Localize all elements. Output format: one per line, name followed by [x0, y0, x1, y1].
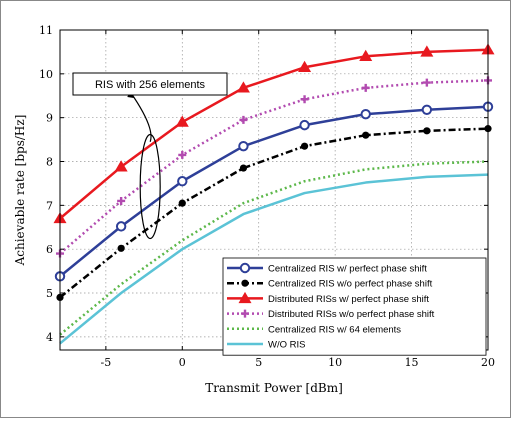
data-point — [177, 176, 188, 187]
annotation-box — [72, 72, 228, 96]
data-point — [238, 140, 249, 152]
legend-marker — [241, 309, 249, 318]
annotation-text: RIS with 256 elements — [95, 79, 206, 91]
y-tick-label: 6 — [46, 243, 53, 256]
data-point — [175, 115, 189, 127]
x-tick-label: 0 — [179, 356, 186, 369]
data-point — [115, 221, 127, 232]
x-tick-label: 15 — [405, 356, 419, 369]
legend-marker — [239, 262, 251, 274]
annotation-arrow — [129, 91, 152, 142]
y-tick-label: 8 — [46, 156, 53, 169]
data-point — [117, 244, 125, 252]
data-point — [114, 160, 128, 172]
legend-box — [222, 257, 487, 356]
data-point — [361, 83, 370, 92]
data-point — [300, 142, 309, 150]
data-point — [299, 119, 310, 131]
y-axis-label: Achievable rate [bps/Hz] — [13, 115, 27, 267]
data-point — [178, 199, 186, 207]
x-tick-label: 20 — [481, 356, 495, 369]
series-line — [59, 105, 489, 278]
series-line — [59, 160, 489, 336]
series-line — [59, 79, 489, 255]
legend-label: Centralized RIS w/o perfect phase shift — [268, 279, 433, 290]
data-point — [178, 150, 187, 159]
legend-marker — [238, 291, 252, 304]
data-point — [360, 108, 371, 120]
data-point — [117, 196, 126, 205]
legend: Centralized RIS w/ perfect phase shift Ce… — [222, 257, 487, 356]
annotation-ellipse — [139, 133, 161, 240]
data-point — [421, 104, 433, 115]
data-point — [239, 164, 248, 172]
series-line — [59, 173, 489, 345]
x-tick-label: 5 — [255, 356, 262, 369]
legend-label: Centralized RIS w/ 64 elements — [268, 324, 401, 335]
legend-label: Distributed RISs w/o perfect phase shift — [268, 309, 435, 320]
data-point — [300, 95, 309, 104]
legend-marker — [241, 279, 249, 287]
series-4 — [59, 160, 489, 336]
data-point — [420, 45, 434, 57]
series-1 — [56, 125, 492, 301]
series-line — [59, 127, 489, 299]
data-point — [298, 60, 312, 72]
y-tick-label: 9 — [46, 112, 53, 125]
legend-label: Centralized RIS w/ perfect phase shift — [268, 264, 427, 275]
data-point — [236, 81, 250, 93]
data-point — [359, 49, 373, 61]
ticks: -5 0 5 10 15 20 4 5 6 7 8 9 10 11 — [39, 24, 495, 369]
y-tick-label: 11 — [39, 24, 53, 37]
data-point — [239, 115, 248, 124]
x-tick-label: 10 — [328, 356, 342, 369]
legend-label: Distributed RISs w/ perfect phase shift — [268, 294, 429, 305]
x-tick-label: -5 — [100, 356, 111, 369]
y-tick-label: 10 — [39, 68, 53, 81]
series-line — [59, 48, 489, 220]
data-point — [422, 78, 431, 87]
series-layer — [53, 43, 495, 345]
y-tick-label: 5 — [46, 287, 53, 300]
annotation-layer: RIS with 256 elements — [72, 72, 228, 240]
series-5 — [59, 173, 489, 345]
legend-label: W/O RIS — [268, 340, 305, 351]
x-axis-label: Transmit Power [dBm] — [205, 381, 343, 395]
y-tick-label: 7 — [46, 199, 53, 212]
data-point — [362, 131, 370, 139]
y-tick-label: 4 — [46, 331, 53, 344]
data-point — [423, 127, 431, 135]
